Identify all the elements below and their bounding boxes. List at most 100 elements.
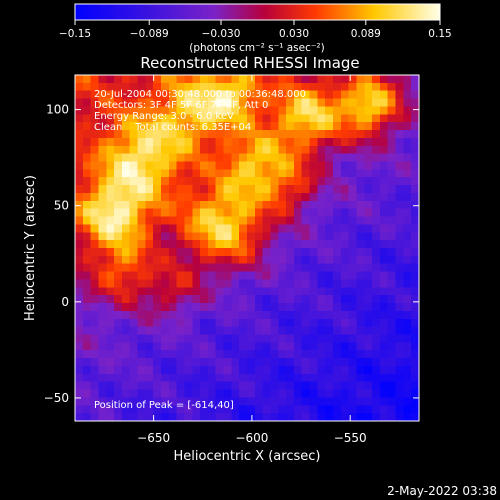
heatmap-cell [137,358,146,367]
heatmap-cell [372,381,381,391]
heatmap-cell [145,255,154,265]
heatmap-cell [207,185,217,194]
heatmap-cell [403,326,412,336]
heatmap-cell [215,255,225,265]
heatmap-cell [309,334,318,343]
heatmap-cell [340,82,350,92]
heatmap-cell [106,130,115,139]
heatmap-cell [317,122,326,131]
heatmap-cell [278,106,287,115]
heatmap-cell [293,161,303,170]
heatmap-cell [325,145,334,155]
heatmap-cell [348,122,358,131]
heatmap-cell [215,303,225,312]
heatmap-cell [278,413,287,421]
heatmap-cell [286,397,295,406]
heatmap-cell [153,208,162,218]
heatmap-cell [372,130,381,139]
heatmap-cell [82,192,92,202]
heatmap-cell [270,106,279,115]
heatmap-cell [129,98,139,108]
heatmap-cell [309,177,318,186]
heatmap-cell [340,200,350,210]
heatmap-cell [286,114,295,123]
heatmap-cell [372,326,381,336]
heatmap-cell [403,208,412,218]
heatmap-cell [364,169,373,178]
heatmap-cell [192,122,201,131]
heatmap-cell [403,98,412,108]
heatmap-cell [348,98,358,108]
heatmap-cell [231,358,240,367]
heatmap-cell [372,397,381,406]
heatmap-cell [333,397,342,406]
heatmap-cell [207,397,217,406]
heatmap-cell [278,342,287,351]
heatmap-cell [270,240,279,249]
heatmap-cell [137,192,146,202]
heatmap-cell [207,161,217,170]
heatmap-cell [301,405,311,414]
heatmap-cell [129,279,139,288]
heatmap-cell [106,122,115,131]
heatmap-cell [356,216,365,226]
heatmap-cell [372,98,381,108]
heatmap-cell [168,106,178,115]
heatmap-cell [278,114,287,123]
heatmap-cell [90,185,100,194]
heatmap-cell [90,200,100,210]
heatmap-cell [207,381,217,391]
heatmap-cell [395,208,404,218]
heatmap-cell [98,192,107,202]
heatmap-cell [333,192,342,202]
heatmap-cell [82,137,92,147]
heatmap-cell [387,90,397,100]
heatmap-cell [372,303,381,312]
heatmap-cell [270,208,279,218]
heatmap-cell [192,75,201,84]
heatmap-cell [145,373,154,383]
heatmap-cell [145,350,154,359]
heatmap-cell [270,279,279,288]
heatmap-cell [403,334,412,343]
heatmap-cell [395,318,404,328]
heatmap-cell [309,287,318,296]
heatmap-cell [98,350,107,359]
heatmap-cell [262,413,272,421]
heatmap-cell [325,82,334,92]
heatmap-cell [215,334,225,343]
heatmap-cell [137,365,146,375]
heatmap-cell [301,75,311,84]
heatmap-cell [348,350,358,359]
heatmap-cell [293,90,303,100]
heatmap-cell [90,161,100,170]
heatmap-cell [325,303,334,312]
heatmap-cell [348,287,358,296]
heatmap-cell [137,224,146,233]
heatmap-cell [207,405,217,414]
heatmap-cell [129,248,139,257]
heatmap-cell [348,271,358,281]
heatmap-cell [153,303,162,312]
heatmap-cell [215,295,225,304]
heatmap-cell [387,208,397,218]
heatmap-cell [153,381,162,391]
heatmap-cell [223,381,232,391]
heatmap-cell [270,255,279,265]
heatmap-cell [403,224,412,233]
heatmap-cell [192,358,201,367]
heatmap-cell [137,153,146,163]
footer-timestamp: 2-May-2022 03:38 [387,484,497,498]
heatmap-cell [286,200,295,210]
heatmap-cell [215,263,225,273]
heatmap-cell [387,161,397,170]
heatmap-cell [286,413,295,421]
heatmap-cell [153,192,162,202]
heatmap-cell [176,326,186,336]
heatmap-cell [379,271,389,281]
heatmap-cell [207,279,217,288]
heatmap-cell [90,295,100,304]
heatmap-cell [372,106,381,115]
heatmap-cell [356,365,365,375]
heatmap-cell [301,177,311,186]
